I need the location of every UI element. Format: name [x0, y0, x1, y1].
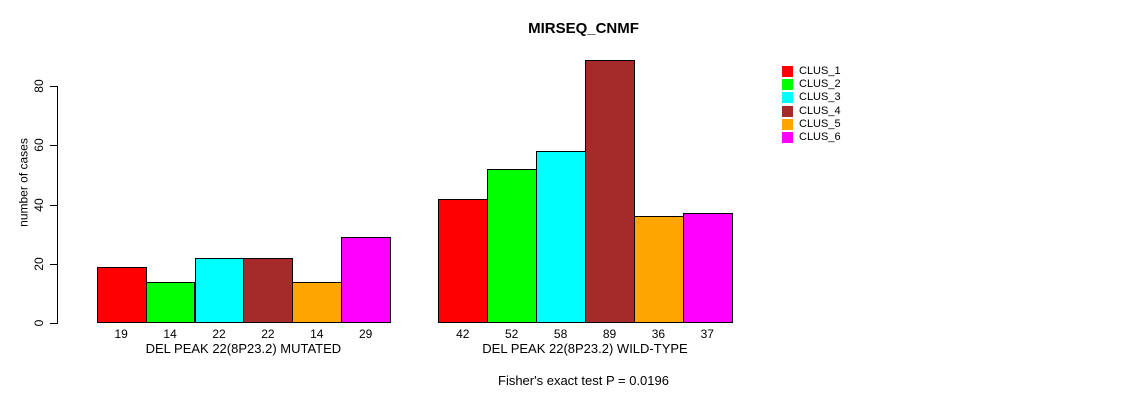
legend-swatch [782, 105, 793, 117]
footnote-text: Fisher's exact test P = 0.0196 [498, 373, 669, 388]
legend-swatch [782, 118, 793, 130]
y-tick-label: 0 [32, 319, 46, 327]
bar-value-label: 22 [261, 327, 275, 341]
y-tick-mark [50, 263, 58, 265]
chart-title: MIRSEQ_CNMF [528, 20, 639, 37]
y-tick-label: 40 [32, 197, 46, 212]
y-tick-mark [50, 145, 58, 147]
bar-clus_4-group1 [243, 257, 294, 323]
legend-item-clus_6: CLUS_6 [782, 131, 841, 144]
group-label: DEL PEAK 22(8P23.2) WILD-TYPE [482, 341, 688, 356]
y-tick-label: 60 [32, 138, 46, 153]
legend-label: CLUS_4 [799, 104, 841, 117]
legend-swatch [782, 92, 793, 104]
bar-value-label: 58 [553, 327, 568, 341]
bar-clus_3-group1 [194, 257, 245, 323]
bar-clus_2-group2 [487, 169, 538, 323]
legend-label: CLUS_2 [799, 78, 841, 91]
legend-label: CLUS_6 [799, 131, 841, 144]
y-tick-label: 20 [32, 257, 46, 271]
y-axis-label: number of cases [16, 138, 31, 227]
bar-clus_1-group2 [438, 198, 489, 323]
bar-clus_2-group1 [145, 281, 196, 323]
bar-clus_6-group1 [341, 237, 392, 323]
bar-value-label: 22 [212, 327, 226, 341]
group-label: DEL PEAK 22(8P23.2) MUTATED [145, 341, 342, 356]
bar-value-label: 52 [505, 327, 519, 341]
bar-value-label: 89 [602, 327, 617, 341]
legend-label: CLUS_1 [799, 65, 841, 78]
legend-swatch [782, 66, 793, 78]
legend: CLUS_1 CLUS_2 CLUS_3 CLUS_4 CLUS_5 CLUS_6 [782, 65, 841, 144]
bar-value-label: 36 [651, 327, 666, 341]
legend-label: CLUS_5 [799, 117, 841, 130]
bar-clus_1-group1 [96, 266, 147, 323]
legend-label: CLUS_3 [799, 91, 841, 104]
y-tick-mark [50, 86, 58, 88]
bar-clus_6-group2 [682, 213, 733, 323]
bar-clus_3-group2 [536, 151, 586, 323]
legend-item-clus_1: CLUS_1 [782, 65, 841, 78]
legend-item-clus_4: CLUS_4 [782, 105, 841, 118]
legend-item-clus_3: CLUS_3 [782, 91, 841, 104]
bar-value-label: 42 [456, 327, 470, 341]
y-tick-label: 80 [32, 79, 46, 93]
legend-swatch [782, 132, 793, 144]
legend-swatch [782, 79, 793, 91]
bar-value-label: 19 [114, 327, 128, 341]
bar-value-label: 37 [700, 327, 714, 341]
legend-item-clus_5: CLUS_5 [782, 118, 841, 131]
bar-value-label: 29 [359, 327, 373, 341]
bar-clus_4-group2 [585, 59, 635, 323]
bar-value-label: 14 [310, 327, 324, 341]
y-tick-mark [50, 323, 58, 324]
y-tick-mark [50, 204, 58, 206]
bar-value-label: 14 [163, 327, 177, 341]
legend-item-clus_2: CLUS_2 [782, 78, 841, 91]
bar-clus_5-group2 [633, 216, 684, 323]
bar-clus_5-group1 [292, 281, 343, 323]
